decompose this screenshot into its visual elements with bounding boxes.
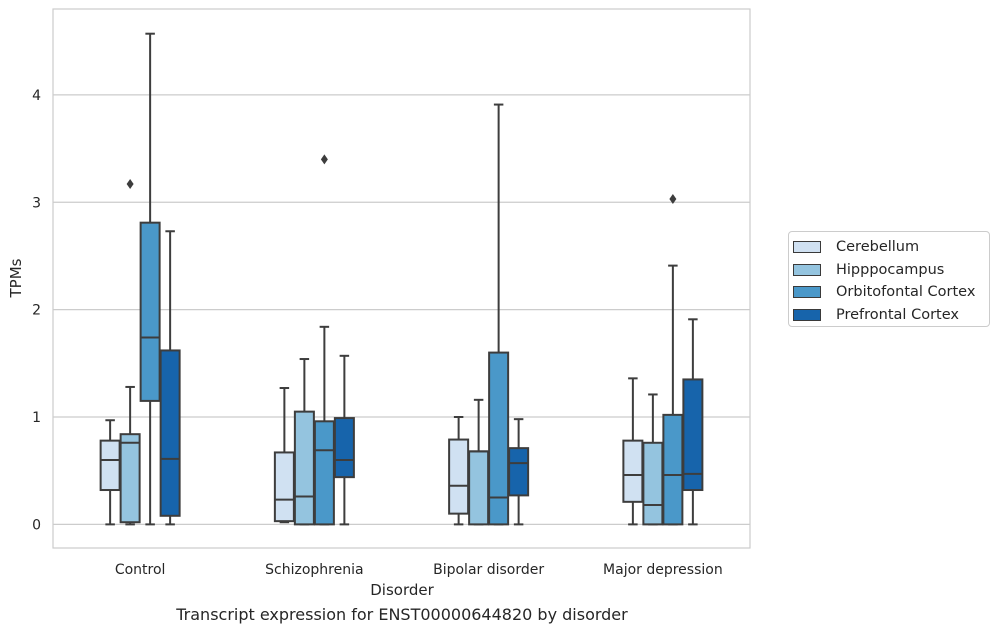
plot-frame: [52, 8, 751, 549]
x-tick-label: Control: [115, 562, 166, 578]
iqr-box: [662, 413, 684, 526]
x-axis-label: Disorder: [370, 581, 434, 599]
iqr-box: [293, 410, 315, 526]
box-cerebellum: [99, 419, 121, 526]
iqr-box: [159, 349, 181, 517]
legend-label: Hipppocampus: [836, 261, 945, 278]
iqr-box: [642, 441, 664, 526]
legend-label: Cerebellum: [836, 239, 920, 256]
legend: Cerebellum Hipppocampus Orbitofontal Cor…: [788, 231, 990, 327]
box-prefrontal-cortex: [333, 354, 355, 526]
iqr-box: [468, 450, 490, 526]
y-axis-label: TPMs: [7, 258, 25, 298]
box-orbitofontal-cortex: [313, 154, 335, 526]
box-cerebellum: [448, 416, 470, 526]
box-prefrontal-cortex: [159, 230, 181, 526]
legend-label: Orbitofontal Cortex: [836, 284, 976, 301]
iqr-box: [448, 438, 470, 515]
iqr-box: [273, 451, 295, 523]
iqr-box: [333, 417, 355, 479]
box-prefrontal-cortex: [508, 418, 530, 526]
iqr-box: [622, 439, 644, 503]
box-hipppocampus: [293, 358, 315, 526]
legend-swatch: [793, 308, 821, 321]
box-hipppocampus: [642, 393, 664, 526]
outlier-point: [126, 179, 134, 190]
y-tick-label: 0: [32, 517, 41, 533]
legend-swatch: [793, 263, 821, 276]
iqr-box: [313, 420, 335, 526]
legend-label: Prefrontal Cortex: [836, 306, 959, 323]
box-cerebellum: [622, 377, 644, 526]
box-orbitofontal-cortex: [662, 194, 684, 526]
iqr-box: [119, 433, 141, 524]
legend-item-orbitofrontal-cortex: Orbitofontal Cortex: [793, 281, 989, 304]
iqr-box: [99, 439, 121, 492]
box-prefrontal-cortex: [682, 318, 704, 526]
box-hipppocampus: [468, 398, 490, 526]
outlier-point: [669, 194, 677, 205]
legend-swatch: [793, 241, 821, 254]
x-tick-label: Bipolar disorder: [433, 562, 544, 578]
iqr-box: [139, 221, 161, 402]
iqr-box: [488, 351, 510, 526]
legend-item-hippocampus: Hipppocampus: [793, 259, 989, 282]
y-tick-label: 3: [32, 195, 41, 211]
box-orbitofontal-cortex: [139, 32, 161, 526]
box-cerebellum: [273, 387, 295, 524]
iqr-box: [682, 378, 704, 492]
x-tick-label: Schizophrenia: [265, 562, 363, 578]
y-tick-label: 1: [32, 410, 41, 426]
x-tick-label: Major depression: [603, 562, 723, 578]
y-tick-label: 4: [32, 88, 41, 104]
legend-item-cerebellum: Cerebellum: [793, 236, 989, 259]
boxes: [99, 32, 704, 526]
legend-swatch: [793, 286, 821, 299]
chart-caption: Transcript expression for ENST0000064482…: [176, 605, 628, 624]
legend-item-prefrontal-cortex: Prefrontal Cortex: [793, 304, 989, 327]
y-tick-label: 2: [32, 303, 41, 319]
iqr-box: [508, 447, 530, 497]
box-orbitofontal-cortex: [488, 103, 510, 526]
box-hipppocampus: [119, 179, 141, 526]
x-tick-labels: Control Schizophrenia Bipolar disorder Majo…: [115, 562, 723, 578]
outlier-point: [320, 154, 328, 165]
y-tick-labels: 0 1 2 3 4: [32, 88, 41, 533]
